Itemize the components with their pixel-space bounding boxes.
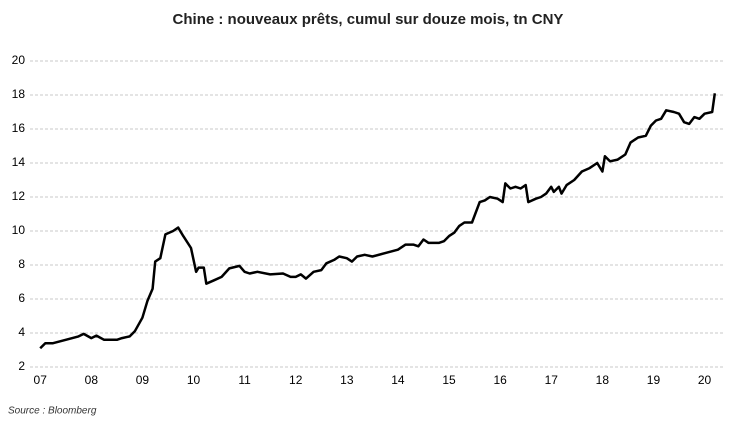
x-tick-label: 18 (596, 373, 610, 387)
x-tick-label: 10 (187, 373, 201, 387)
x-tick-label: 20 (698, 373, 712, 387)
x-tick-label: 16 (493, 373, 507, 387)
x-tick-label: 14 (391, 373, 405, 387)
x-tick-label: 17 (545, 373, 559, 387)
x-tick-label: 09 (136, 373, 150, 387)
x-tick-label: 12 (289, 373, 303, 387)
x-tick-label: 15 (442, 373, 456, 387)
x-tick-label: 11 (238, 373, 251, 387)
line-series (39, 93, 717, 350)
x-tick-label: 07 (34, 373, 48, 387)
y-tick-label: 8 (18, 257, 25, 271)
x-tick-label: 19 (647, 373, 661, 387)
chart-title: Chine : nouveaux prêts, cumul sur douze … (173, 11, 564, 28)
y-tick-label: 4 (18, 325, 25, 339)
y-tick-label: 14 (12, 155, 26, 169)
y-tick-label: 18 (12, 87, 26, 101)
y-tick-label: 16 (12, 121, 26, 135)
y-tick-label: 12 (12, 189, 26, 203)
y-tick-label: 6 (18, 291, 25, 305)
y-tick-label: 2 (18, 359, 25, 373)
source-note: Source : Bloomberg (8, 406, 97, 417)
x-tick-label: 13 (340, 373, 354, 387)
y-tick-label: 10 (12, 223, 26, 237)
y-tick-label: 20 (12, 53, 26, 67)
x-tick-label: 08 (85, 373, 99, 387)
